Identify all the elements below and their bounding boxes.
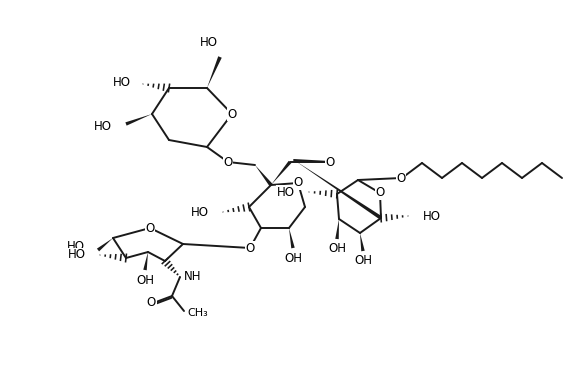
Text: O: O	[145, 221, 155, 234]
Polygon shape	[271, 161, 292, 185]
Text: O: O	[396, 171, 405, 184]
Text: O: O	[246, 242, 255, 255]
Text: OH: OH	[328, 243, 346, 256]
Text: HO: HO	[423, 210, 441, 223]
Text: O: O	[147, 295, 156, 309]
Polygon shape	[97, 238, 113, 252]
Text: OH: OH	[284, 252, 302, 265]
Polygon shape	[207, 56, 222, 88]
Polygon shape	[360, 233, 365, 251]
Polygon shape	[289, 228, 295, 248]
Polygon shape	[255, 165, 273, 186]
Text: O: O	[227, 108, 237, 121]
Text: OH: OH	[354, 255, 372, 267]
Text: HO: HO	[277, 186, 295, 198]
Text: HO: HO	[191, 207, 209, 220]
Polygon shape	[335, 219, 339, 239]
Text: NH: NH	[184, 269, 201, 282]
Text: HO: HO	[67, 240, 85, 253]
Polygon shape	[294, 160, 382, 220]
Polygon shape	[143, 252, 148, 270]
Text: O: O	[325, 155, 335, 168]
Text: HO: HO	[94, 119, 112, 132]
Text: CH₃: CH₃	[187, 308, 208, 318]
Text: HO: HO	[68, 249, 86, 262]
Text: O: O	[375, 187, 385, 200]
Text: OH: OH	[136, 273, 154, 286]
Text: O: O	[223, 155, 233, 168]
Text: O: O	[293, 177, 302, 190]
Polygon shape	[125, 114, 152, 126]
Text: HO: HO	[113, 76, 131, 89]
Text: HO: HO	[200, 36, 218, 49]
